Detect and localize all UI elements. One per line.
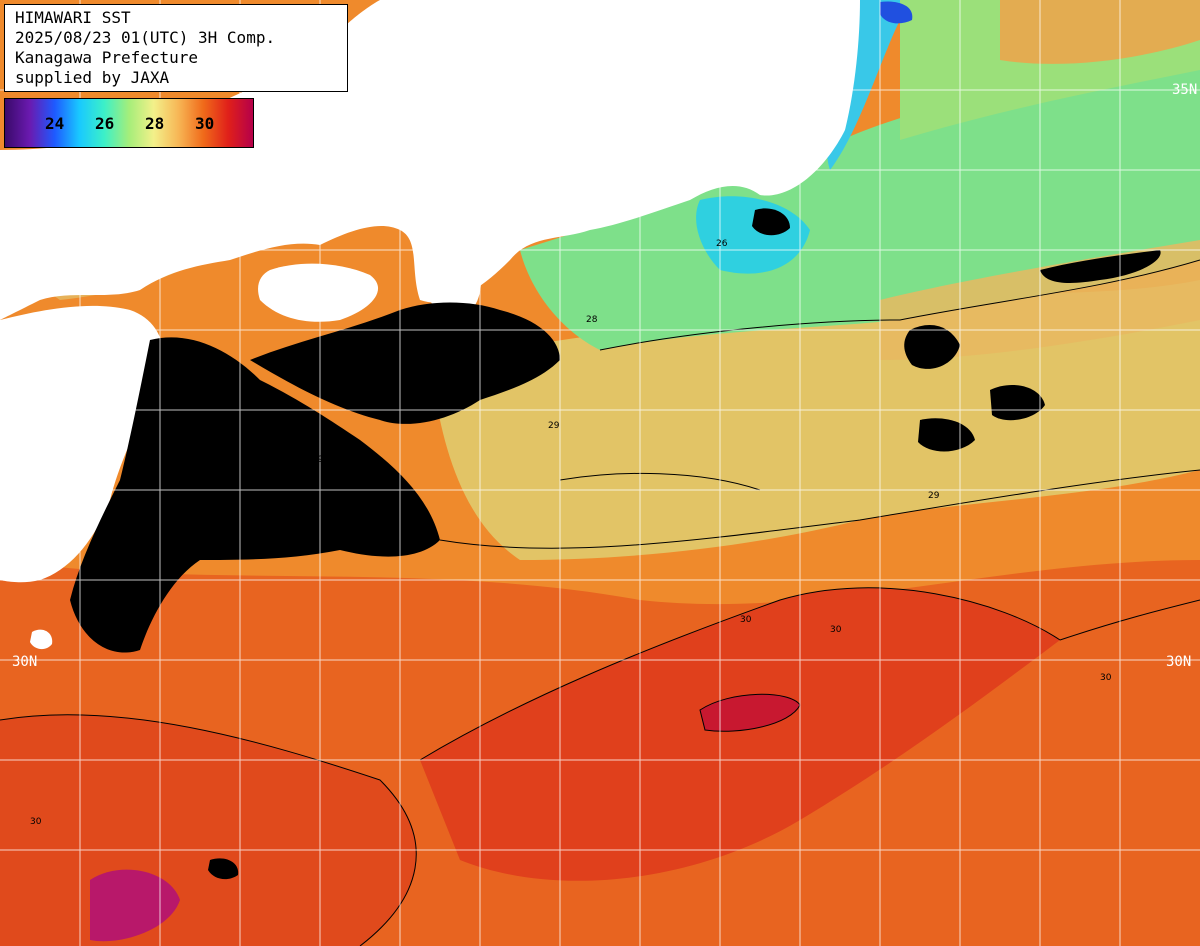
contour-line	[439, 469, 1200, 549]
contour-line	[599, 259, 1200, 351]
land-kyushu	[0, 305, 164, 583]
contour-line	[559, 472, 761, 491]
contour-label: 30	[1100, 673, 1112, 683]
legend-tick: 28	[145, 114, 165, 133]
hottest-water-core	[700, 694, 800, 732]
land-shikoku	[258, 263, 379, 322]
contour-line	[419, 587, 1061, 761]
legend-tick: 24	[45, 114, 65, 133]
latitude-label-east: 30N	[1166, 654, 1191, 670]
legend-tick: 30	[195, 114, 215, 133]
cloud-cover-east-2	[990, 385, 1045, 421]
land-kii-peninsula	[419, 245, 481, 320]
hot-water-band	[420, 587, 1060, 881]
supplier-label: supplied by JAXA	[15, 68, 170, 87]
region-label: Kanagawa Prefecture	[15, 48, 199, 67]
datetime-label: 2025/08/23 01(UTC) 3H Comp.	[15, 28, 276, 47]
land-honshu	[0, 0, 860, 320]
satellite-title: HIMAWARI SST	[15, 8, 131, 27]
land-island-small	[30, 629, 53, 650]
contour-label: 30	[740, 615, 752, 625]
coldest-water-spot	[880, 1, 913, 24]
contour-line	[1059, 599, 1200, 641]
cloud-cover-south	[208, 858, 239, 880]
contour-label: 29	[928, 491, 940, 501]
warm-stripe-northeast	[1000, 0, 1200, 64]
latitude-label-north: 35N	[1172, 82, 1197, 98]
cloud-cover-central	[250, 302, 560, 424]
contour-label: 28	[586, 315, 598, 325]
legend-tick: 26	[95, 114, 115, 133]
contour-line	[0, 714, 417, 946]
contour-label: 26	[716, 239, 728, 249]
cloud-cover-bay	[752, 208, 790, 236]
cloud-cover-east-3	[918, 418, 975, 452]
cloud-cover-east-1	[904, 325, 960, 369]
hottest-water-southwest	[90, 869, 180, 942]
cloud-cover-west	[70, 337, 440, 653]
info-box: HIMAWARI SST 2025/08/23 01(UTC) 3H Comp.…	[4, 4, 348, 92]
contour-label: 30	[30, 817, 42, 827]
latitude-label-west: 30N	[12, 654, 37, 670]
contour-label: 29	[548, 421, 560, 431]
contour-label: 30	[830, 625, 842, 635]
color-scale-legend: 24 26 28 30	[4, 98, 254, 148]
contour-label: 29	[312, 455, 324, 465]
cloud-cover-streak-east	[1040, 250, 1161, 283]
